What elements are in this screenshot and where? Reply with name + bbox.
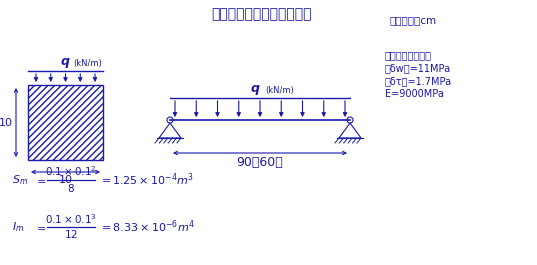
Polygon shape bbox=[339, 123, 361, 138]
Text: $=8.33\times10^{-6}m^{4}$: $=8.33\times10^{-6}m^{4}$ bbox=[99, 219, 195, 235]
Text: $=$: $=$ bbox=[34, 222, 46, 232]
Text: E=9000MPa: E=9000MPa bbox=[385, 89, 444, 99]
Text: 10: 10 bbox=[59, 175, 72, 185]
Text: ［δτ］=1.7MPa: ［δτ］=1.7MPa bbox=[385, 76, 452, 86]
Text: 尺寸单位：cm: 尺寸单位：cm bbox=[390, 15, 437, 25]
Text: $0.1\times0.1^{3}$: $0.1\times0.1^{3}$ bbox=[45, 212, 97, 226]
Bar bbox=[28, 85, 103, 160]
Text: $I_{m}$: $I_{m}$ bbox=[12, 220, 24, 234]
Text: q: q bbox=[250, 82, 259, 95]
Text: $0.1\times0.1^{2}$: $0.1\times0.1^{2}$ bbox=[45, 165, 97, 179]
Text: $8$: $8$ bbox=[67, 182, 75, 193]
Text: 方木材质为杉木，: 方木材质为杉木， bbox=[385, 50, 432, 60]
Text: $S_{m}$: $S_{m}$ bbox=[12, 173, 28, 187]
Text: $12$: $12$ bbox=[64, 228, 78, 241]
Text: $=1.25\times10^{-4}m^{3}$: $=1.25\times10^{-4}m^{3}$ bbox=[99, 172, 194, 188]
Text: (kN/m): (kN/m) bbox=[74, 59, 102, 68]
Text: 底模下横桥向方木受力简图: 底模下横桥向方木受力简图 bbox=[212, 7, 312, 21]
Text: $=$: $=$ bbox=[34, 175, 46, 185]
Text: q: q bbox=[61, 55, 70, 68]
Text: ［δw］=11MPa: ［δw］=11MPa bbox=[385, 63, 451, 73]
Text: 90（60）: 90（60） bbox=[237, 156, 284, 169]
Polygon shape bbox=[159, 123, 181, 138]
Text: 10: 10 bbox=[0, 117, 13, 127]
Text: (kN/m): (kN/m) bbox=[265, 86, 294, 95]
